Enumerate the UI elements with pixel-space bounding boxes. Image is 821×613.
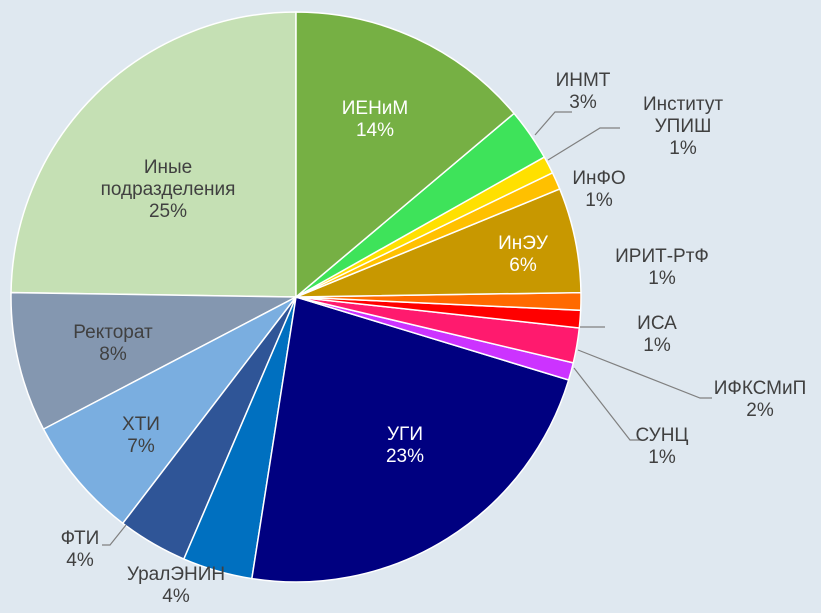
slice-label: Иные подразделения 25% bbox=[93, 157, 243, 223]
pie-slice bbox=[42, 296, 297, 525]
value-label: 25% bbox=[148, 201, 188, 222]
category-label: Институт УПИШ bbox=[642, 94, 724, 137]
category-label: ИФКСМиП bbox=[713, 378, 807, 399]
value-label: 1% bbox=[643, 335, 671, 356]
category-label: ИРИТ-РтФ bbox=[615, 246, 709, 267]
value-label: 2% bbox=[746, 400, 774, 421]
value-label: 6% bbox=[509, 255, 537, 276]
slice-label: СУНЦ 1% bbox=[622, 425, 702, 469]
category-label: ИНМТ bbox=[555, 70, 611, 91]
category-label: ИЕНиМ bbox=[341, 98, 409, 119]
value-label: 3% bbox=[569, 92, 597, 113]
slice-label: ХТИ 7% bbox=[101, 414, 181, 458]
category-label: УралЭНИН bbox=[126, 564, 226, 585]
slice-label: Институт УПИШ 1% bbox=[633, 94, 733, 160]
value-label: 1% bbox=[648, 447, 676, 468]
value-label: 1% bbox=[585, 190, 613, 211]
category-label: ХТИ bbox=[122, 414, 160, 435]
leader-line bbox=[577, 349, 712, 399]
category-label: ИнЭУ bbox=[498, 233, 548, 254]
category-label: УГИ bbox=[386, 424, 423, 445]
slice-label: ИНМТ 3% bbox=[543, 70, 623, 114]
pie-slice bbox=[250, 296, 570, 583]
category-label: ИСА bbox=[637, 313, 677, 334]
category-label: ИнФО bbox=[572, 168, 626, 189]
slice-label: ИнЭУ 6% bbox=[478, 233, 568, 277]
slice-label: УГИ 23% bbox=[360, 424, 450, 468]
value-label: 1% bbox=[648, 268, 676, 289]
slice-label: ИнФО 1% bbox=[559, 168, 639, 212]
slice-label: Ректорат 8% bbox=[58, 322, 168, 366]
slice-label: ИСА 1% bbox=[617, 313, 697, 357]
slice-label: ИЕНиМ 14% bbox=[315, 98, 435, 142]
leader-line bbox=[547, 127, 620, 161]
leader-line bbox=[534, 111, 572, 136]
value-label: 4% bbox=[162, 586, 190, 607]
value-label: 4% bbox=[66, 550, 94, 571]
slice-label: ИРИТ-РтФ 1% bbox=[602, 246, 722, 290]
leader-line bbox=[102, 524, 127, 546]
value-label: 7% bbox=[127, 436, 155, 457]
value-label: 1% bbox=[669, 138, 697, 159]
category-label: Иные подразделения bbox=[100, 157, 236, 200]
category-label: Ректорат bbox=[73, 322, 153, 343]
slice-label: УралЭНИН 4% bbox=[121, 564, 231, 608]
leader-line bbox=[573, 367, 642, 441]
value-label: 8% bbox=[99, 344, 127, 365]
value-label: 14% bbox=[355, 120, 395, 141]
pie-slice bbox=[10, 291, 297, 431]
slice-label: ИФКСМиП 2% bbox=[700, 378, 820, 422]
slice-label: ФТИ 4% bbox=[45, 528, 115, 572]
value-label: 23% bbox=[385, 446, 425, 467]
pie-slice bbox=[295, 11, 516, 299]
category-label: СУНЦ bbox=[635, 425, 689, 446]
category-label: ФТИ bbox=[60, 528, 100, 549]
pie-slice bbox=[10, 11, 297, 298]
